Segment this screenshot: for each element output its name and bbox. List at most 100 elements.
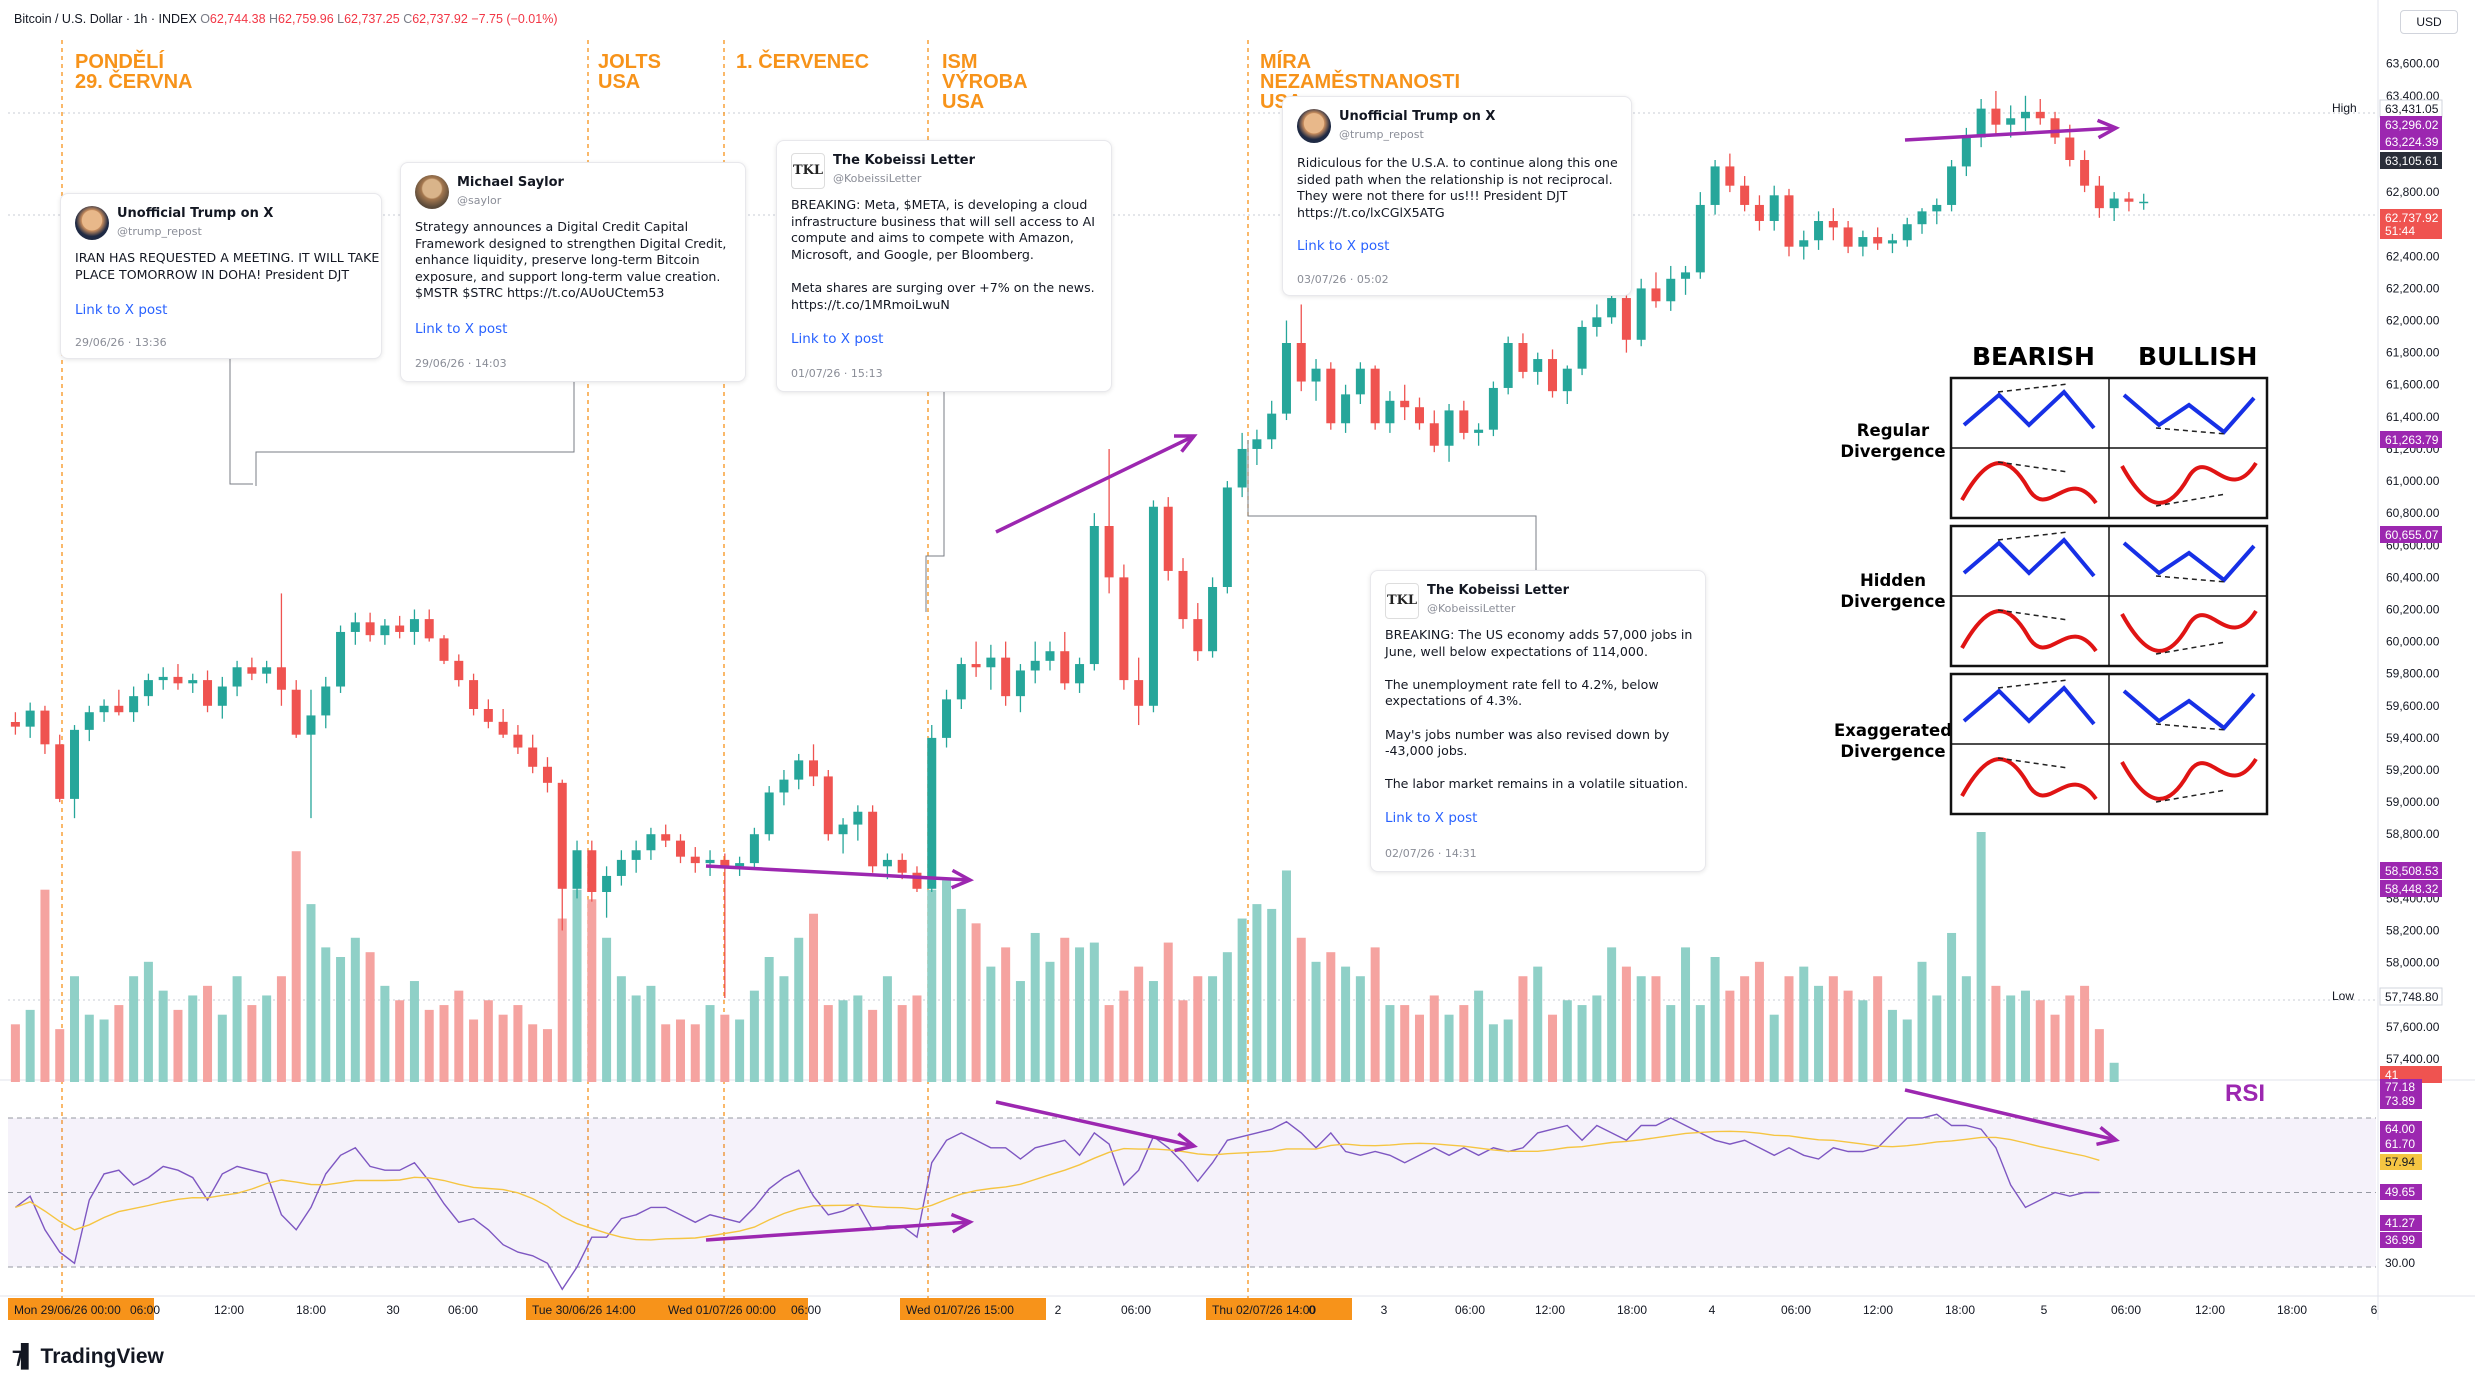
event-label-july1: 1. ČERVENEC xyxy=(736,51,870,73)
tradingview-icon: ⁊▌ xyxy=(12,1343,36,1368)
candle-body xyxy=(1887,240,1897,244)
tweet-connectors xyxy=(229,358,1537,612)
divergence-arrowhead xyxy=(2096,118,2121,140)
divergence-arrow xyxy=(995,1100,1195,1148)
candle-body xyxy=(2094,185,2104,209)
volume-bar xyxy=(809,913,819,1082)
candle-body xyxy=(1178,570,1188,620)
candle-body xyxy=(1769,195,1779,221)
volume-bar xyxy=(1843,990,1853,1082)
tweet-card[interactable]: Unofficial Trump on X @trump_repost IRAN… xyxy=(60,193,382,359)
price-tick-label: 60,000.00 xyxy=(2386,635,2440,649)
tweet-link[interactable]: Link to X post xyxy=(75,302,168,318)
candle-body xyxy=(2020,111,2030,119)
price-badge xyxy=(2380,526,2442,543)
volume-bar xyxy=(1814,985,1824,1082)
volume-bar xyxy=(424,1009,434,1082)
volume-bar xyxy=(1769,1014,1779,1082)
volume-bar xyxy=(1459,1005,1469,1082)
tweet-card[interactable]: TKL The Kobeissi Letter @KobeissiLetter … xyxy=(776,140,1112,392)
volume-bar xyxy=(1961,976,1971,1082)
volume-bar xyxy=(306,904,316,1082)
tweet-author: The Kobeissi Letter xyxy=(833,153,976,168)
tweet-link[interactable]: Link to X post xyxy=(791,331,884,347)
price-axis[interactable]: 63,600.0063,400.0063,200.0063,000.0062,8… xyxy=(2332,57,2443,1270)
trend-guide xyxy=(1997,531,2069,541)
candle-body xyxy=(2065,137,2075,160)
volume-bar xyxy=(1119,990,1129,1082)
price-badge xyxy=(2380,133,2442,150)
volume-bar xyxy=(232,976,242,1082)
divergence-arrowhead xyxy=(1173,434,1198,453)
candle-body xyxy=(1725,166,1735,186)
tweet-card[interactable]: TKL The Kobeissi Letter @KobeissiLetter … xyxy=(1370,570,1706,872)
volume-bar xyxy=(1267,908,1277,1082)
candle-body xyxy=(1474,429,1484,433)
rsi-readout: 30.00 xyxy=(2385,1256,2415,1270)
volume-bar xyxy=(1533,966,1543,1082)
price-badge xyxy=(2380,431,2442,448)
price-zigzag xyxy=(1962,389,2096,430)
candle-body xyxy=(1873,237,1883,244)
tradingview-logo[interactable]: ⁊▌ TradingView xyxy=(12,1343,164,1369)
candle-body xyxy=(2050,118,2060,138)
volume-bar xyxy=(616,976,626,1082)
candle-body xyxy=(1621,298,1631,340)
volume-bar xyxy=(587,899,597,1082)
volume-bar xyxy=(1592,995,1602,1082)
tweet-card[interactable]: Unofficial Trump on X @trump_repost Ridi… xyxy=(1282,96,1632,296)
tweet-connector xyxy=(925,390,945,612)
candle-body xyxy=(454,660,464,681)
candle-body xyxy=(1341,394,1351,424)
rsi-badge xyxy=(2380,1121,2422,1137)
candle-body xyxy=(1843,227,1853,247)
currency-button[interactable]: USD xyxy=(2400,10,2458,34)
candle-body xyxy=(1355,368,1365,395)
volume-bar xyxy=(720,1014,730,1082)
candle-body xyxy=(868,811,878,867)
candle-body xyxy=(291,689,301,735)
candle-body xyxy=(1414,407,1424,424)
change-value: −7.75 (−0.01%) xyxy=(471,12,558,26)
tweet-handle: @trump_repost xyxy=(1339,128,1424,141)
trend-guide xyxy=(2155,723,2227,731)
oscillator-wave xyxy=(2120,609,2258,653)
tweet-card[interactable]: Michael Saylor @saylor Strategy announce… xyxy=(400,162,746,382)
hidden-divergence-label: Hidden Divergence xyxy=(1840,571,1946,611)
candle-body xyxy=(882,859,892,867)
tweet-link[interactable]: Link to X post xyxy=(1297,238,1390,254)
candle-body xyxy=(1326,368,1336,424)
bullish-header: BULLISH xyxy=(2138,342,2258,371)
volume-bar xyxy=(1341,966,1351,1082)
time-label: 18:00 xyxy=(1617,1303,1647,1317)
candle-body xyxy=(1932,204,1942,212)
volume-bar xyxy=(1636,976,1646,1082)
candle-body xyxy=(1814,221,1824,241)
event-label-ism: ISM VÝROBA USA xyxy=(942,51,1028,113)
price-badge-value: 51:44 xyxy=(2385,224,2415,238)
rsi-readout: 73.89 xyxy=(2385,1094,2415,1108)
candle-body xyxy=(1533,359,1543,372)
divergence-arrowhead xyxy=(950,1212,975,1234)
candle-body xyxy=(675,840,685,857)
volume-bar xyxy=(55,1029,65,1082)
volume-bar xyxy=(1414,1014,1424,1082)
divergence-arrow xyxy=(995,434,1195,534)
tweet-link[interactable]: Link to X post xyxy=(1385,810,1478,826)
tweet-author: Unofficial Trump on X xyxy=(1339,109,1496,124)
candle-body xyxy=(336,631,346,687)
time-axis[interactable]: Mon 29/06/26 00:00 06:00 12:00 18:00 30 06:00… xyxy=(8,1298,2378,1320)
volume-bar xyxy=(483,1000,493,1082)
candle-body xyxy=(99,705,109,713)
candle-body xyxy=(365,622,375,636)
candle-body xyxy=(956,664,966,700)
event-label-jolts: JOLTS USA xyxy=(598,51,661,93)
candle-body xyxy=(1607,298,1617,318)
candle-body xyxy=(1666,278,1676,302)
tweet-link[interactable]: Link to X post xyxy=(415,321,508,337)
volume-bar xyxy=(705,1005,715,1082)
volume-bar xyxy=(1577,1005,1587,1082)
symbol-title: Bitcoin / U.S. Dollar · 1h · INDEX xyxy=(14,12,197,26)
candle-body xyxy=(986,657,996,668)
